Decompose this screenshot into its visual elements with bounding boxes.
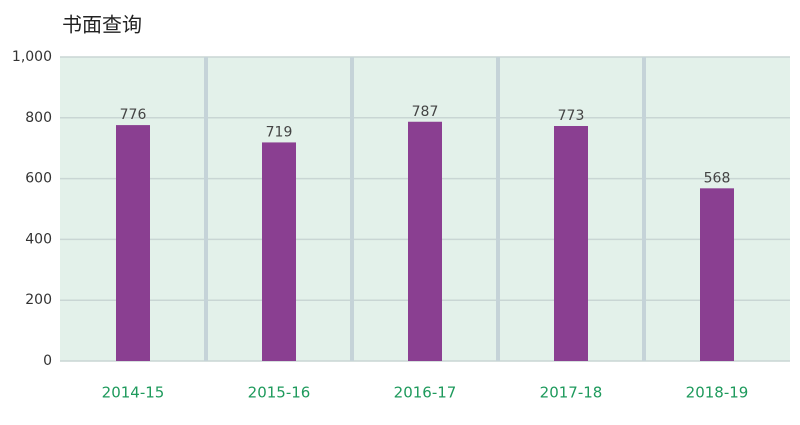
value-label: 719 <box>266 124 293 140</box>
chart-title: 书面查询 <box>62 13 142 37</box>
x-tick-label: 2014-15 <box>102 384 165 402</box>
x-tick-label: 2016-17 <box>394 384 457 402</box>
x-tick-label: 2015-16 <box>248 384 311 402</box>
value-label: 773 <box>558 108 585 124</box>
y-tick-label: 1,000 <box>12 49 52 65</box>
y-tick-label: 0 <box>43 353 52 369</box>
bar <box>408 121 442 361</box>
y-tick-label: 200 <box>25 292 52 308</box>
y-tick-label: 600 <box>25 171 52 187</box>
value-label: 568 <box>704 170 731 186</box>
bar <box>554 126 588 362</box>
bar <box>262 142 296 361</box>
bar <box>116 125 150 361</box>
value-label: 787 <box>412 104 439 120</box>
y-tick-label: 400 <box>25 231 52 247</box>
y-tick-label: 800 <box>25 110 52 126</box>
value-label: 776 <box>120 107 147 123</box>
x-tick-label: 2017-18 <box>540 384 603 402</box>
x-tick-label: 2018-19 <box>686 384 749 402</box>
bar <box>700 188 734 361</box>
